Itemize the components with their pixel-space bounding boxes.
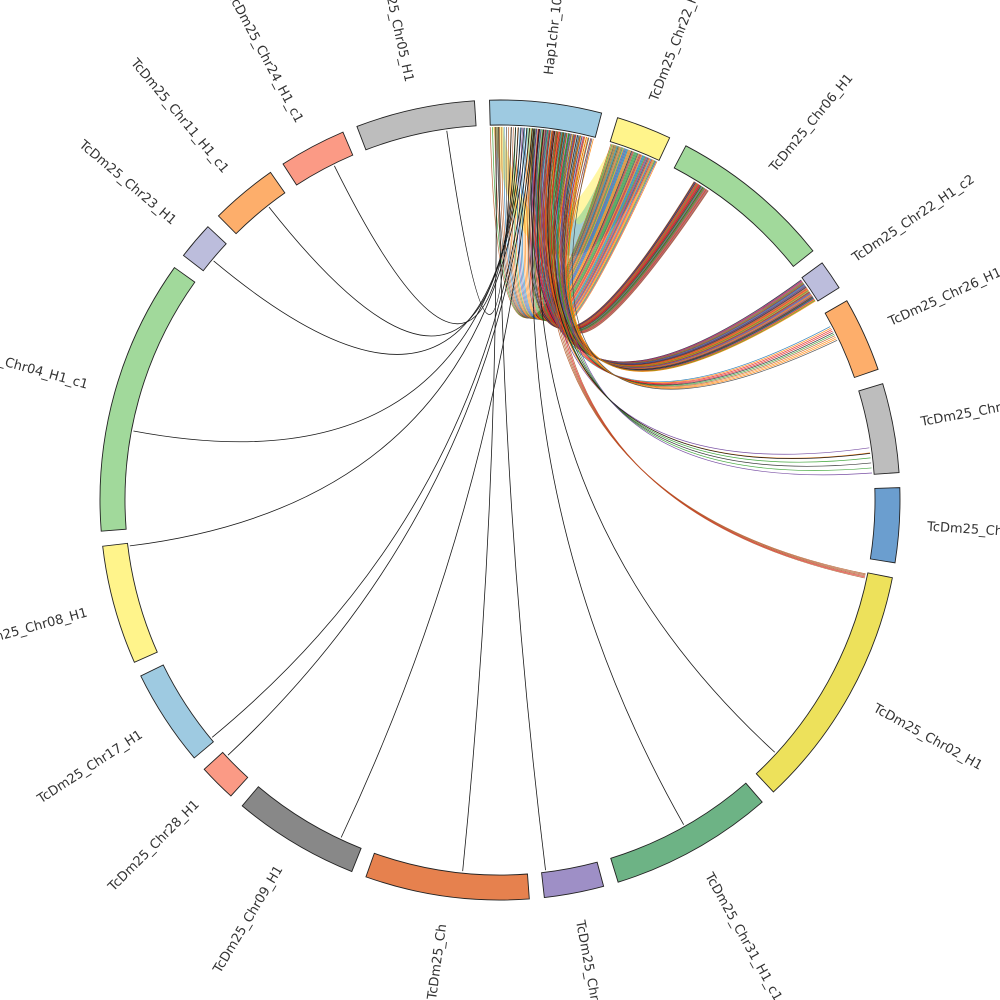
sector-tcdm25_chr23_h1 — [182, 226, 227, 272]
link-tcdm25_chr02_h1-0 — [537, 129, 776, 753]
link-tcdm25_chr_gray_r-0 — [547, 130, 871, 460]
sector-label-tcdm25_chr02_h1: TcDm25_Chr02_H1 — [870, 701, 985, 774]
sector-tcdm25_chr09_h1 — [241, 786, 362, 873]
sector-label-tcdm25_chr11_h1_c1: TcDm25_Chr11_H1_c1 — [127, 55, 232, 176]
link-tcdm25_chr23_h1-0 — [213, 127, 522, 355]
link-tcdm25_chr26_h1-9 — [572, 138, 838, 390]
sector-label-tcdm25_chr09_h1: TcDm25_Chr09_H1 — [210, 863, 286, 977]
sector-label-tcdm25_chr24_h1_c1: TcDm25_Chr24_H1_c1 — [224, 0, 305, 126]
links-layer — [129, 126, 873, 872]
link-tcdm25_chr08_h1-0 — [129, 127, 528, 547]
link-tcdm25_chr11_h1_c1-0 — [268, 127, 519, 337]
sector-label-tcdm25_chr01: TcDm25_Chr01_ — [572, 918, 606, 1000]
sector-tcdm25_chr_orange_b — [365, 852, 530, 901]
sector-label-tcdm25_chr17_h1: TcDm25_Chr17_H1 — [34, 728, 146, 808]
sector-label-hap1chr_10: Hap1chr_10 — [542, 0, 566, 76]
sectors-layer — [99, 99, 901, 901]
link-tcdm25_chr_orange_b-0 — [462, 127, 497, 872]
sector-label-tcdm25_chr_gray_r: TcDm25_Chr — [919, 400, 1000, 430]
sector-tcdm25_chr08_h1 — [102, 542, 158, 663]
sector-tcdm25_chr22_h1 — [609, 117, 671, 161]
sector-tcdm25_chr26_h1 — [824, 300, 879, 379]
sector-tcdm25_chr06_h1 — [673, 145, 814, 268]
sector-label-tcdm25_chr06_h1: TcDm25_Chr06_H1 — [766, 71, 856, 176]
sector-label-tcdm25_chr22_h1_c2: TcDm25_Chr22_H1_c2 — [849, 172, 978, 266]
sector-tcdm25_chr28_h1 — [203, 751, 249, 797]
sector-hap1chr_10 — [489, 99, 603, 138]
sector-tcdm25_chr24_h1_c1 — [282, 131, 354, 186]
sector-tcdm25_chr31_h1_c1 — [610, 782, 763, 883]
sector-tcdm25_chr02_h1 — [755, 572, 893, 793]
link-tcdm25_chr01-0 — [498, 126, 546, 871]
sector-label-tcdm25_chr26_h1: TcDm25_Chr26_H1 — [886, 265, 1000, 330]
sector-label-tcdm25_chr31_h1_c1: TcDm25_Chr31_H1_c1 — [701, 870, 785, 1000]
sector-label-tcdm25_chr22_h1: TcDm25_Chr22_H1 — [647, 0, 705, 104]
link-tcdm25_chr31_h1_c1-0 — [532, 129, 685, 825]
sector-tcdm25_chr17_h1 — [140, 664, 214, 759]
sector-label-tcdm25_chr23_h1: TcDm25_Chr23_H1 — [75, 137, 179, 228]
link-tcdm25_chr17_h1-0 — [211, 128, 531, 738]
link-tcdm25_chr09_h1-0 — [340, 128, 535, 838]
sector-tcdm25_chr01 — [541, 861, 605, 899]
sector-tcdm25_chr_gray_r — [858, 383, 900, 475]
link-tcdm25_chr22_h1_c2-35 — [568, 137, 816, 372]
sector-tcdm25_chr22_h1_c2 — [801, 262, 840, 302]
sector-label-tcdm25_chr_blue_r: TcDm25_Chr — [926, 520, 1000, 540]
sector-tcdm25_chr05_h1 — [356, 100, 477, 151]
sector-tcdm25_chr11_h1_c1 — [217, 171, 286, 235]
link-tcdm25_chr04_h1_c1-0 — [133, 127, 525, 443]
link-tcdm25_chr24_h1_c1-0 — [334, 127, 516, 325]
link-tcdm25_chr02_h1-4 — [553, 132, 865, 579]
sector-tcdm25_chr_blue_r — [869, 487, 901, 564]
link-tcdm25_chr28_h1-0 — [227, 128, 533, 756]
sector-tcdm25_chr04_h1_c1 — [99, 266, 196, 532]
sector-label-tcdm25_chr_orange_b: TcDm25_Ch — [425, 923, 450, 1000]
sector-label-tcdm25_chr08_h1: TcDm25_Chr08_H1 — [0, 606, 89, 653]
link-tcdm25_chr05_h1-0 — [446, 127, 512, 315]
sector-label-tcdm25_chr28_h1: TcDm25_Chr28_H1 — [105, 797, 203, 895]
sector-label-tcdm25_chr04_h1_c1: TcDm25_Chr04_H1_c1 — [0, 339, 90, 392]
sector-label-tcdm25_chr05_h1: TcDm25_Chr05_H1 — [375, 0, 416, 83]
